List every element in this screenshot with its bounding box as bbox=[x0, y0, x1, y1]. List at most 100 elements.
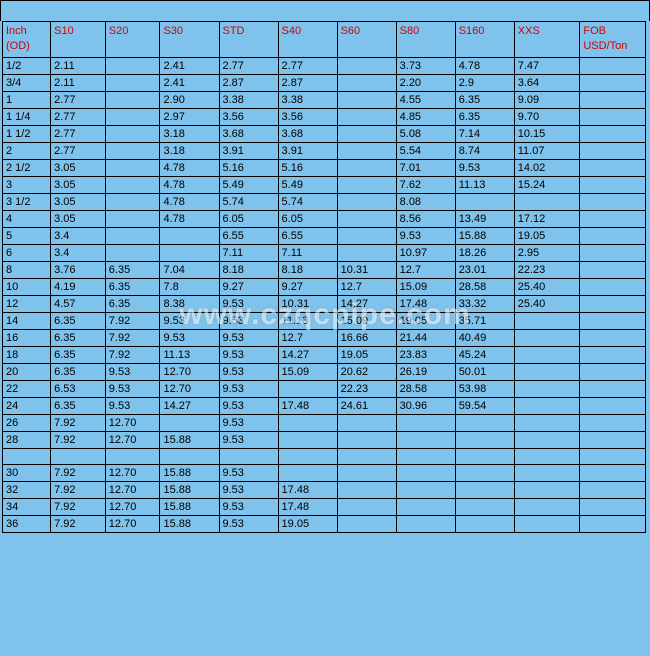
cell bbox=[105, 177, 160, 194]
cell bbox=[580, 465, 646, 482]
cell bbox=[160, 245, 219, 262]
cell: 7.04 bbox=[160, 262, 219, 279]
table-row: 327.9212.7015.889.5317.48 bbox=[3, 482, 646, 499]
cell: 32 bbox=[3, 482, 51, 499]
cell bbox=[580, 211, 646, 228]
cell: 14.27 bbox=[278, 347, 337, 364]
cell: 7.11 bbox=[219, 245, 278, 262]
cell bbox=[105, 109, 160, 126]
cell: 30.96 bbox=[396, 398, 455, 415]
table-row: 267.9212.709.53 bbox=[3, 415, 646, 432]
cell: 3.18 bbox=[160, 126, 219, 143]
cell bbox=[337, 58, 396, 75]
cell: 8.08 bbox=[396, 194, 455, 211]
cell bbox=[105, 143, 160, 160]
table-row: 43.054.786.056.058.5613.4917.12 bbox=[3, 211, 646, 228]
table-row: 246.359.5314.279.5317.4824.6130.9659.54 bbox=[3, 398, 646, 415]
col-header-6: S60 bbox=[337, 22, 396, 58]
cell: 2.90 bbox=[160, 92, 219, 109]
cell: 9.53 bbox=[219, 499, 278, 516]
cell: 24.61 bbox=[337, 398, 396, 415]
cell: 7.92 bbox=[51, 415, 106, 432]
table-row: 287.9212.7015.889.53 bbox=[3, 432, 646, 449]
cell: 9.53 bbox=[105, 381, 160, 398]
cell bbox=[455, 194, 514, 211]
cell: 5.49 bbox=[219, 177, 278, 194]
table-row: 83.766.357.048.188.1810.3112.723.0122.23 bbox=[3, 262, 646, 279]
cell: 33.32 bbox=[455, 296, 514, 313]
table-row: 186.357.9211.139.5314.2719.0523.8345.24 bbox=[3, 347, 646, 364]
cell bbox=[160, 228, 219, 245]
table-row: 53.46.556.559.5315.8819.05 bbox=[3, 228, 646, 245]
table-row: 206.359.5312.709.5315.0920.6226.1950.01 bbox=[3, 364, 646, 381]
cell bbox=[580, 347, 646, 364]
cell bbox=[337, 499, 396, 516]
cell: 10.31 bbox=[278, 296, 337, 313]
col-header-3: S30 bbox=[160, 22, 219, 58]
cell: 9.53 bbox=[219, 398, 278, 415]
cell bbox=[514, 194, 580, 211]
cell bbox=[337, 177, 396, 194]
table-row: 1 1/22.773.183.683.685.087.1410.15 bbox=[3, 126, 646, 143]
table-row: 104.196.357.89.279.2712.715.0928.5825.40 bbox=[3, 279, 646, 296]
cell bbox=[580, 160, 646, 177]
cell bbox=[580, 75, 646, 92]
cell: 9.09 bbox=[514, 92, 580, 109]
cell: 7.92 bbox=[105, 330, 160, 347]
cell bbox=[278, 415, 337, 432]
blank-cell bbox=[396, 449, 455, 465]
cell: 5.74 bbox=[219, 194, 278, 211]
cell: 1 1/2 bbox=[3, 126, 51, 143]
cell bbox=[580, 262, 646, 279]
cell bbox=[580, 415, 646, 432]
cell bbox=[580, 313, 646, 330]
cell: 2.77 bbox=[51, 109, 106, 126]
cell: 12.7 bbox=[337, 279, 396, 296]
cell bbox=[514, 465, 580, 482]
cell: 4.78 bbox=[160, 211, 219, 228]
cell: 6.35 bbox=[105, 296, 160, 313]
cell: 15.24 bbox=[514, 177, 580, 194]
cell bbox=[337, 211, 396, 228]
cell: 7.01 bbox=[396, 160, 455, 177]
cell bbox=[580, 398, 646, 415]
cell: 8.56 bbox=[396, 211, 455, 228]
cell: 11.13 bbox=[455, 177, 514, 194]
cell bbox=[337, 126, 396, 143]
table-row: 367.9212.7015.889.5319.05 bbox=[3, 516, 646, 533]
table-row: 22.773.183.913.915.548.7411.07 bbox=[3, 143, 646, 160]
top-spacer bbox=[0, 0, 650, 21]
cell: 12.70 bbox=[105, 432, 160, 449]
cell: 12.7 bbox=[396, 262, 455, 279]
cell: 7.92 bbox=[51, 465, 106, 482]
cell bbox=[278, 465, 337, 482]
cell: 6.35 bbox=[51, 398, 106, 415]
cell: 15.88 bbox=[160, 465, 219, 482]
cell: 9.27 bbox=[278, 279, 337, 296]
table-row: 33.054.785.495.497.6211.1315.24 bbox=[3, 177, 646, 194]
cell: 15.09 bbox=[396, 279, 455, 296]
cell: 5.08 bbox=[396, 126, 455, 143]
cell: 15.09 bbox=[278, 364, 337, 381]
cell: 2.41 bbox=[160, 75, 219, 92]
cell: 15.09 bbox=[337, 313, 396, 330]
cell: 10 bbox=[3, 279, 51, 296]
cell: 17.48 bbox=[278, 499, 337, 516]
cell: 7.92 bbox=[105, 313, 160, 330]
cell bbox=[580, 364, 646, 381]
cell bbox=[160, 415, 219, 432]
cell: 9.53 bbox=[219, 516, 278, 533]
cell: 4.78 bbox=[160, 194, 219, 211]
col-header-10: FOBUSD/Ton bbox=[580, 22, 646, 58]
cell bbox=[455, 516, 514, 533]
cell bbox=[396, 415, 455, 432]
cell: 2.87 bbox=[219, 75, 278, 92]
cell: 45.24 bbox=[455, 347, 514, 364]
cell: 6.53 bbox=[51, 381, 106, 398]
cell: 3.4 bbox=[51, 245, 106, 262]
cell: 14.02 bbox=[514, 160, 580, 177]
cell: 9.53 bbox=[219, 330, 278, 347]
cell: 20.62 bbox=[337, 364, 396, 381]
cell bbox=[580, 109, 646, 126]
pipe-spec-table: Inch(OD)S10S20S30STDS40S60S80S160XXSFOBU… bbox=[2, 21, 646, 533]
